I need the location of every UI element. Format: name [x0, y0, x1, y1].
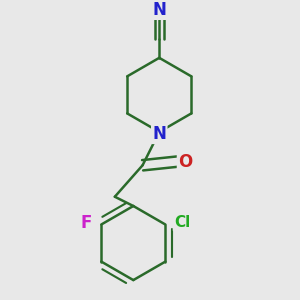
Text: N: N — [152, 1, 166, 19]
Text: F: F — [81, 214, 92, 232]
Text: Cl: Cl — [174, 215, 190, 230]
Text: O: O — [178, 153, 192, 171]
Text: N: N — [152, 125, 166, 143]
